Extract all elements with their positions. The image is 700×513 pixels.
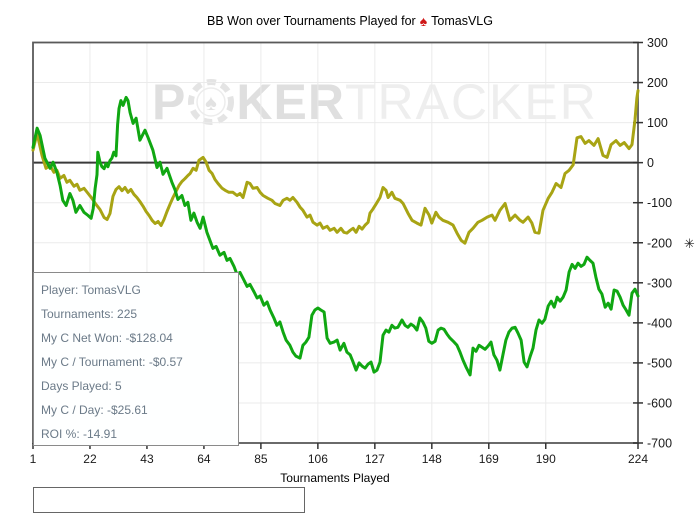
watermark-p: P: [152, 74, 187, 130]
x-tick-label: 224: [628, 452, 648, 466]
pokertracker-watermark: P ♠ KER TRACKER: [152, 74, 598, 130]
watermark-tracker: TRACKER: [344, 74, 598, 130]
x-tick-label: 190: [536, 452, 556, 466]
stats-line: Player: TomasVLG: [41, 283, 141, 297]
x-tick-label: 64: [197, 452, 211, 466]
stats-line: My C Net Won: -$128.04: [41, 331, 173, 345]
stats-line: My C / Day: -$25.61: [41, 403, 148, 417]
y-tick-label: -700: [647, 437, 672, 451]
svg-text:♠: ♠: [206, 90, 218, 115]
x-tick-label: 22: [83, 452, 97, 466]
y-tick-label: -200: [647, 236, 672, 250]
watermark-ker: KER: [236, 74, 345, 130]
y-tick-label: -600: [647, 396, 672, 410]
spade-icon: ♠: [419, 13, 428, 29]
poker-chip-icon: ♠: [188, 79, 235, 125]
x-tick-label: 148: [422, 452, 442, 466]
asterisk-marker: ✳: [684, 236, 695, 251]
stats-box: Player: TomasVLG Tournaments: 225 My C Net…: [33, 272, 239, 446]
stats-line: ROI %: -14.91: [41, 427, 118, 441]
x-tick-label: 169: [479, 452, 499, 466]
chart-title: BB Won over Tournaments Played for ♠ Tomas…: [0, 13, 700, 29]
stats-line: Days Played: 5: [41, 379, 122, 393]
series-olive-line: [31, 89, 640, 245]
y-tick-label: -400: [647, 316, 672, 330]
y-tick-label: 300: [647, 36, 668, 50]
y-tick-label: -100: [647, 196, 672, 210]
x-tick-label: 85: [254, 452, 268, 466]
chart-title-text: BB Won over Tournaments Played for: [207, 14, 416, 28]
y-tick-label: -300: [647, 276, 672, 290]
y-tick-label: -500: [647, 356, 672, 370]
x-axis-title: Tournaments Played: [280, 471, 390, 485]
x-tick-label: 1: [30, 452, 37, 466]
x-tick-label: 43: [140, 452, 154, 466]
pokertracker-graph-window: { "title": { "prefix": "BB Won over Tour…: [0, 13, 700, 513]
x-tick-label: 127: [365, 452, 385, 466]
series-green-line: [31, 95, 640, 377]
legend-box-partial: [33, 487, 305, 513]
y-tick-label: 0: [647, 156, 654, 170]
y-tick-label: 200: [647, 76, 668, 90]
y-tick-label: 100: [647, 116, 668, 130]
player-name: TomasVLG: [431, 14, 493, 28]
stats-line: Tournaments: 225: [41, 307, 138, 321]
stats-line: My C / Tournament: -$0.57: [41, 355, 183, 369]
x-tick-label: 106: [308, 452, 328, 466]
